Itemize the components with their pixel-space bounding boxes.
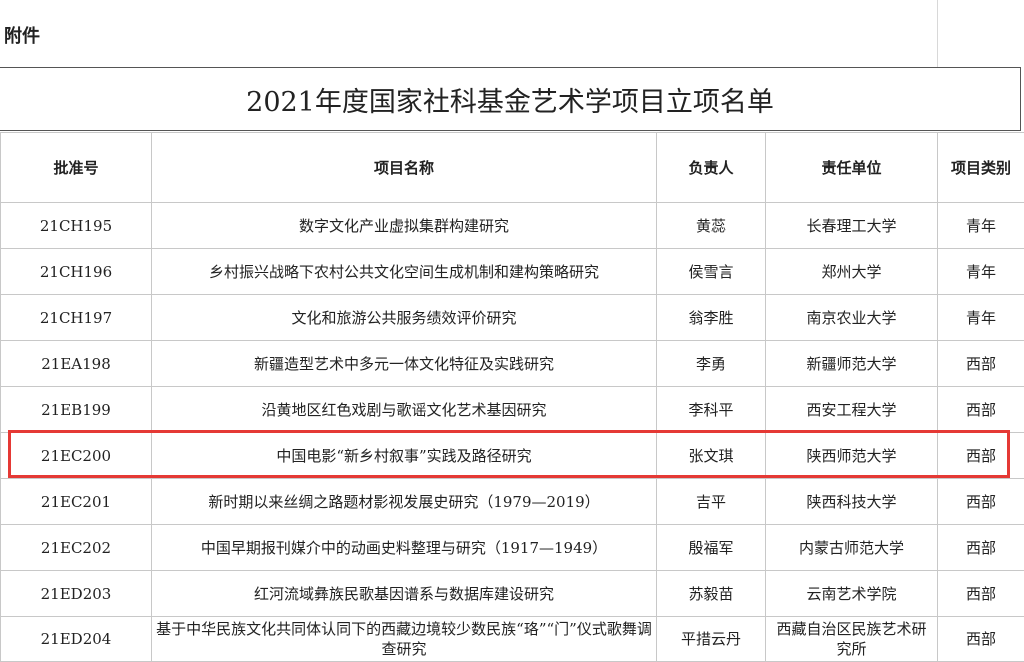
cell-institution: 西藏自治区民族艺术研究所 <box>766 617 938 662</box>
cell-project-name: 基于中华民族文化共同体认同下的西藏边境较少数民族“珞”“门”仪式歌舞调查研究 <box>152 617 657 662</box>
cell-institution: 陕西师范大学 <box>766 433 938 479</box>
header-principal: 负责人 <box>657 133 766 203</box>
cell-project-name: 新时期以来丝绸之路题材影视发展史研究（1979—2019） <box>152 479 657 525</box>
attachment-label: 附件 <box>4 22 40 48</box>
cell-category: 西部 <box>938 525 1024 571</box>
cell-project-name: 新疆造型艺术中多元一体文化特征及实践研究 <box>152 341 657 387</box>
cell-principal: 黄蕊 <box>657 203 766 249</box>
document-title: 2021年度国家社科基金艺术学项目立项名单 <box>0 67 1021 131</box>
cell-institution: 新疆师范大学 <box>766 341 938 387</box>
cell-approval-number: 21EC201 <box>1 479 152 525</box>
header-approval-number: 批准号 <box>1 133 152 203</box>
header-category: 项目类别 <box>938 133 1024 203</box>
cell-project-name: 沿黄地区红色戏剧与歌谣文化艺术基因研究 <box>152 387 657 433</box>
cell-project-name: 中国电影“新乡村叙事”实践及路径研究 <box>152 433 657 479</box>
cell-principal: 翁李胜 <box>657 295 766 341</box>
cell-category: 青年 <box>938 249 1024 295</box>
cell-approval-number: 21EC202 <box>1 525 152 571</box>
cell-principal: 张文琪 <box>657 433 766 479</box>
cell-institution: 长春理工大学 <box>766 203 938 249</box>
cell-principal: 吉平 <box>657 479 766 525</box>
table-header-row: 批准号 项目名称 负责人 责任单位 项目类别 <box>1 133 1024 203</box>
cell-principal: 侯雪言 <box>657 249 766 295</box>
column-divider <box>937 0 938 68</box>
cell-approval-number: 21ED204 <box>1 617 152 662</box>
cell-approval-number: 21EA198 <box>1 341 152 387</box>
cell-institution: 西安工程大学 <box>766 387 938 433</box>
cell-approval-number: 21EB199 <box>1 387 152 433</box>
cell-principal: 李科平 <box>657 387 766 433</box>
cell-institution: 郑州大学 <box>766 249 938 295</box>
cell-principal: 平措云丹 <box>657 617 766 662</box>
cell-project-name: 红河流域彝族民歌基因谱系与数据库建设研究 <box>152 571 657 617</box>
cell-category: 青年 <box>938 295 1024 341</box>
cell-approval-number: 21ED203 <box>1 571 152 617</box>
cell-principal: 苏毅苗 <box>657 571 766 617</box>
cell-category: 西部 <box>938 341 1024 387</box>
cell-approval-number: 21CH195 <box>1 203 152 249</box>
cell-institution: 内蒙古师范大学 <box>766 525 938 571</box>
cell-project-name: 文化和旅游公共服务绩效评价研究 <box>152 295 657 341</box>
cell-category: 西部 <box>938 433 1024 479</box>
cell-approval-number: 21EC200 <box>1 433 152 479</box>
header-institution: 责任单位 <box>766 133 938 203</box>
cell-project-name: 乡村振兴战略下农村公共文化空间生成机制和建构策略研究 <box>152 249 657 295</box>
cell-institution: 南京农业大学 <box>766 295 938 341</box>
cell-principal: 李勇 <box>657 341 766 387</box>
cell-project-name: 中国早期报刊媒介中的动画史料整理与研究（1917—1949） <box>152 525 657 571</box>
cell-category: 西部 <box>938 479 1024 525</box>
header-project-name: 项目名称 <box>152 133 657 203</box>
cell-principal: 殷福军 <box>657 525 766 571</box>
cell-institution: 陕西科技大学 <box>766 479 938 525</box>
cell-category: 西部 <box>938 617 1024 662</box>
cell-category: 西部 <box>938 571 1024 617</box>
cell-approval-number: 21CH197 <box>1 295 152 341</box>
cell-category: 西部 <box>938 387 1024 433</box>
cell-institution: 云南艺术学院 <box>766 571 938 617</box>
cell-project-name: 数字文化产业虚拟集群构建研究 <box>152 203 657 249</box>
cell-category: 青年 <box>938 203 1024 249</box>
cell-approval-number: 21CH196 <box>1 249 152 295</box>
